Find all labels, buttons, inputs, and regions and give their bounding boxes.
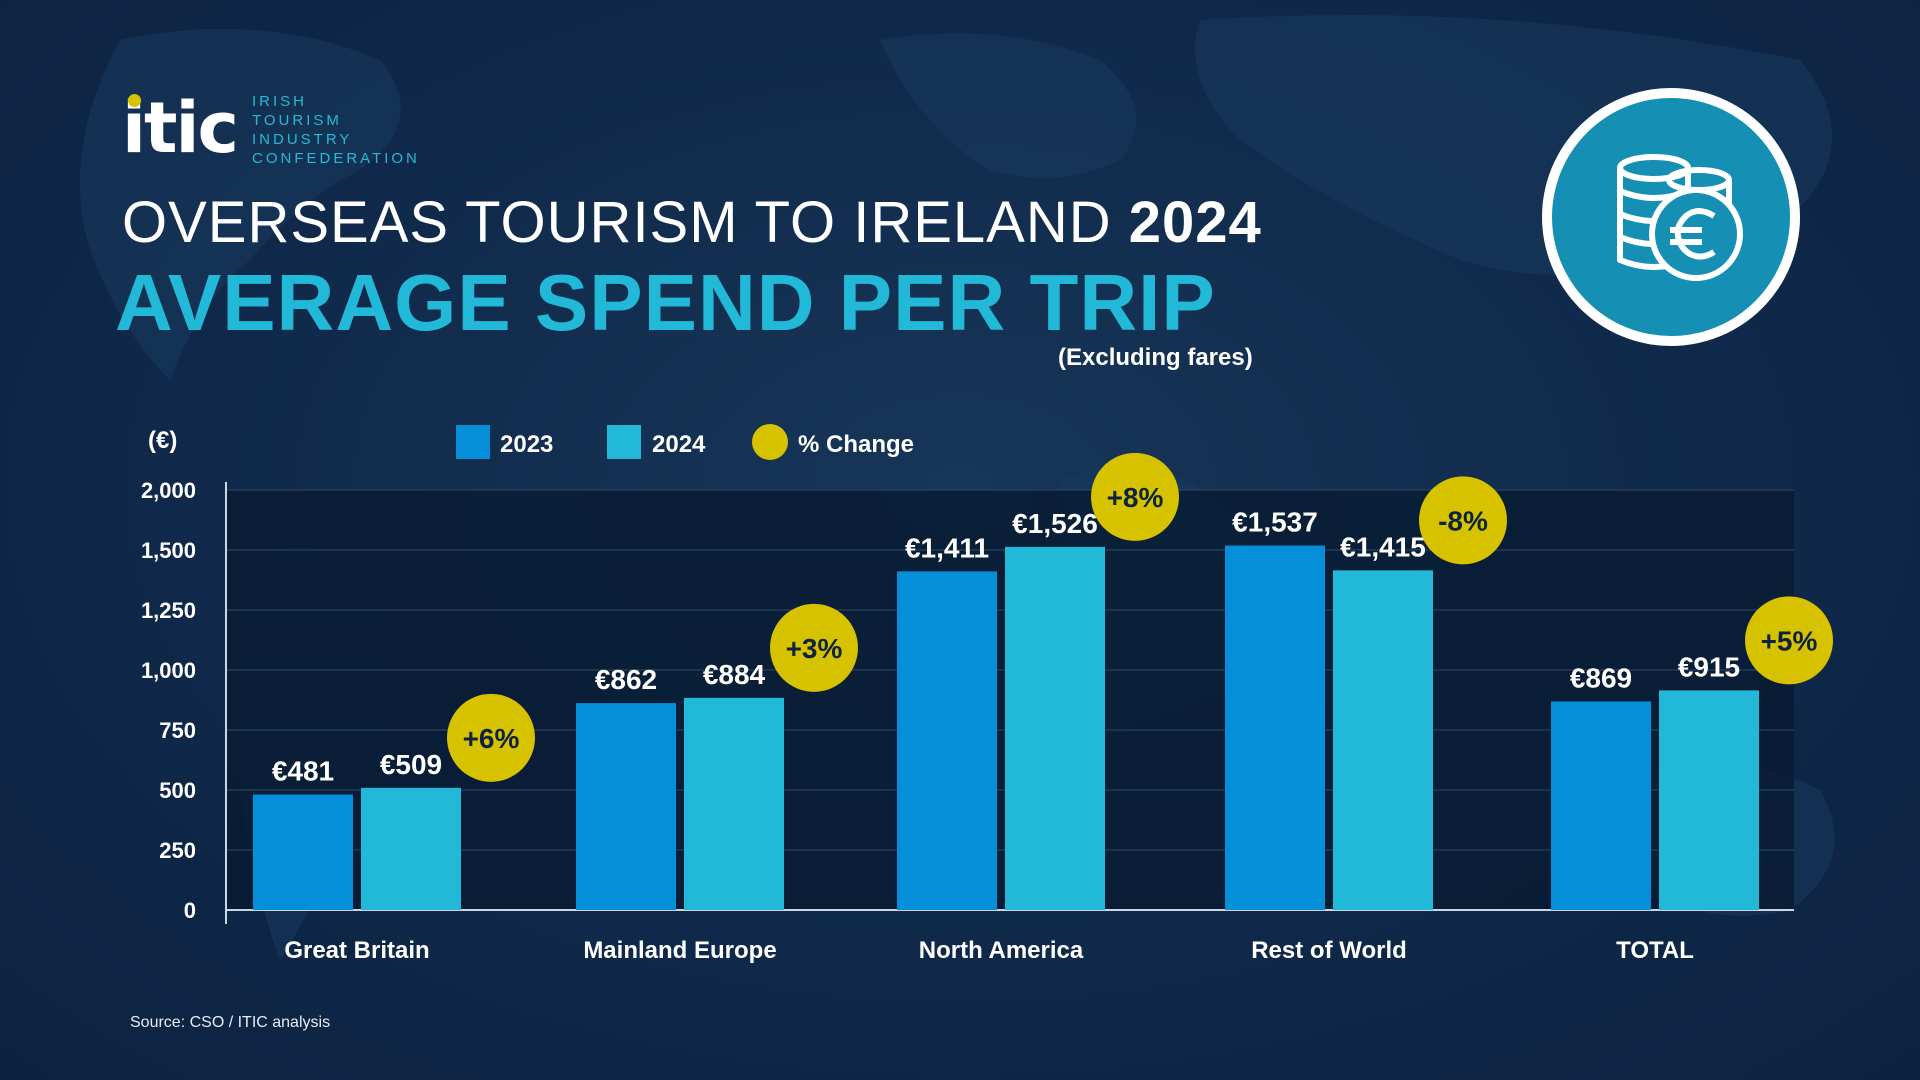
y-tick-label: 1,250 <box>141 598 196 623</box>
data-label: €1,411 <box>905 532 989 563</box>
y-tick-label: 250 <box>159 838 196 863</box>
logo-dot <box>128 94 141 107</box>
change-label: +5% <box>1761 625 1818 656</box>
data-label: €869 <box>1570 662 1632 693</box>
legend-swatch-2024 <box>607 425 641 459</box>
bar-2024 <box>1333 570 1433 910</box>
logo-line-irish: IRISH <box>252 93 308 110</box>
bar-2023 <box>576 703 676 910</box>
change-label: +6% <box>463 723 520 754</box>
data-label: €1,537 <box>1232 507 1318 538</box>
x-tick-label: Mainland Europe <box>583 937 776 964</box>
coins-euro-icon <box>1617 154 1743 281</box>
bar-2023 <box>897 571 997 910</box>
logo-line-industry: INDUSTRY <box>252 131 353 148</box>
y-tick-label: 500 <box>159 778 196 803</box>
change-badge <box>447 693 535 782</box>
data-label: €1,526 <box>1012 508 1098 539</box>
x-tick-label: North America <box>919 937 1084 964</box>
page-title: OVERSEAS TOURISM TO IRELAND 2024 <box>122 190 1262 256</box>
legend-label-change: % Change <box>798 431 914 458</box>
logo-tagline: IRISH TOURISM INDUSTRY CONFEDERATION <box>252 92 420 168</box>
bar-2023 <box>253 794 353 910</box>
bar-2023 <box>1551 701 1651 910</box>
bar-2024 <box>361 787 461 910</box>
change-badge <box>1419 476 1507 565</box>
y-tick-label: 0 <box>184 898 196 923</box>
y-unit-label: (€) <box>148 427 177 454</box>
coins-euro-badge <box>1542 88 1800 346</box>
change-badge <box>1091 452 1179 541</box>
data-label: €884 <box>703 659 766 690</box>
bar-2024 <box>1659 690 1759 910</box>
y-tick-label: 750 <box>159 718 196 743</box>
change-label: -8% <box>1438 505 1488 536</box>
logo-wordmark: itic <box>122 87 239 169</box>
chart-subtitle: (Excluding fares) <box>1058 344 1253 371</box>
y-tick-label: 2,000 <box>141 478 196 503</box>
x-tick-label: Rest of World <box>1251 937 1407 964</box>
change-label: +8% <box>1107 482 1164 513</box>
change-label: +3% <box>786 633 843 664</box>
bar-2024 <box>1005 546 1105 910</box>
title-prefix: OVERSEAS TOURISM TO IRELAND <box>122 190 1112 255</box>
logo-line-tourism: TOURISM <box>252 112 342 129</box>
legend-label-2023: 2023 <box>500 431 553 458</box>
y-tick-label: 1,000 <box>141 658 196 683</box>
legend-swatch-change <box>752 424 788 460</box>
chart-title: AVERAGE SPEND PER TRIP <box>115 258 1216 347</box>
change-badge <box>770 603 858 692</box>
title-year: 2024 <box>1128 190 1262 255</box>
change-badge <box>1745 596 1833 685</box>
data-label: €509 <box>380 749 442 780</box>
data-label: €915 <box>1678 651 1740 682</box>
source-note: Source: CSO / ITIC analysis <box>130 1014 331 1031</box>
y-tick-label: 1,500 <box>141 538 196 563</box>
bar-2023 <box>1225 545 1325 910</box>
legend-label-2024: 2024 <box>652 431 706 458</box>
logo-line-confederation: CONFEDERATION <box>252 150 420 167</box>
x-tick-label: TOTAL <box>1616 937 1694 964</box>
x-tick-label: Great Britain <box>284 937 429 964</box>
legend-swatch-2023 <box>456 425 490 459</box>
data-label: €481 <box>272 756 334 787</box>
data-label: €862 <box>595 664 657 695</box>
bar-2024 <box>684 697 784 910</box>
data-label: €1,415 <box>1340 531 1426 562</box>
